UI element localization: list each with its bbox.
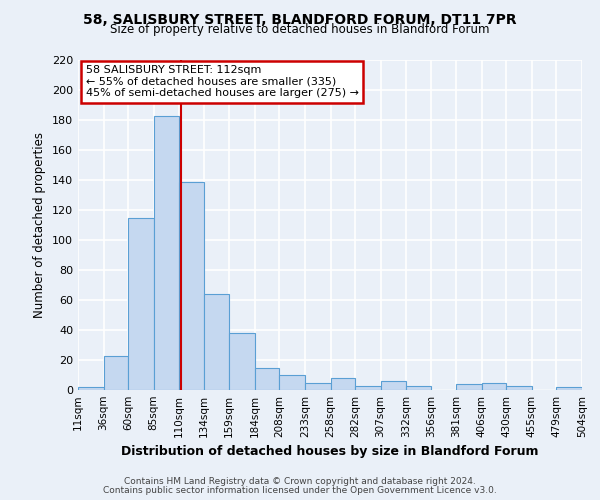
Bar (305, 382, 331, 390)
Text: 58 SALISBURY STREET: 112sqm
← 55% of detached houses are smaller (335)
45% of se: 58 SALISBURY STREET: 112sqm ← 55% of det… (86, 65, 359, 98)
X-axis label: Distribution of detached houses by size in Blandford Forum: Distribution of detached houses by size … (121, 446, 539, 458)
Bar (506, 386, 532, 390)
Bar (406, 386, 431, 390)
Bar (482, 382, 506, 390)
Text: 58, SALISBURY STREET, BLANDFORD FORUM, DT11 7PR: 58, SALISBURY STREET, BLANDFORD FORUM, D… (83, 12, 517, 26)
Text: Contains public sector information licensed under the Open Government Licence v3: Contains public sector information licen… (103, 486, 497, 495)
Bar (204, 294, 229, 390)
Bar (179, 182, 204, 390)
Bar (456, 384, 482, 390)
Bar (78, 387, 104, 390)
Bar (355, 386, 380, 390)
Bar (556, 387, 582, 390)
Bar (154, 116, 179, 390)
Bar (380, 381, 406, 390)
Bar (255, 368, 280, 390)
Bar (280, 375, 305, 390)
Bar (128, 218, 154, 390)
Bar (104, 356, 128, 390)
Y-axis label: Number of detached properties: Number of detached properties (34, 132, 46, 318)
Text: Size of property relative to detached houses in Blandford Forum: Size of property relative to detached ho… (110, 24, 490, 36)
Bar (331, 378, 355, 390)
Text: Contains HM Land Registry data © Crown copyright and database right 2024.: Contains HM Land Registry data © Crown c… (124, 477, 476, 486)
Bar (229, 333, 255, 390)
